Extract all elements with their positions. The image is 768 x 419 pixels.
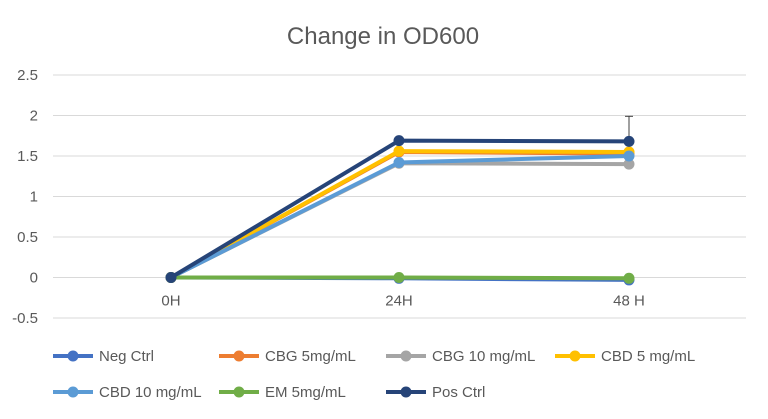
y-tick-label: 1 — [30, 189, 38, 206]
legend-marker — [400, 350, 412, 362]
legend-item: CBG 10 mg/mL — [386, 348, 535, 365]
series-lines — [165, 115, 635, 286]
legend-item: Neg Ctrl — [53, 348, 154, 365]
y-tick-label: 2 — [30, 108, 38, 125]
legend-item: EM 5mg/mL — [219, 384, 346, 401]
x-axis-ticks: 0H 24H 48 H — [161, 293, 644, 310]
y-tick-label: 0 — [30, 270, 38, 287]
x-tick-label: 24H — [385, 293, 413, 310]
x-tick-label: 0H — [161, 293, 180, 310]
y-tick-label: 2.5 — [17, 67, 38, 84]
data-point — [623, 272, 635, 284]
legend-marker — [67, 350, 79, 362]
series-line — [170, 149, 630, 280]
legend-item: CBD 5 mg/mL — [555, 348, 695, 365]
legend-marker — [233, 350, 245, 362]
series-line — [170, 161, 630, 280]
legend: Neg Ctrl CBG 5mg/mL CBG 10 mg/mL CBD 5 mg/m… — [53, 348, 695, 401]
data-point — [623, 158, 635, 170]
data-point — [393, 272, 405, 283]
legend-marker — [233, 386, 245, 398]
data-point — [393, 145, 405, 157]
chart-title: Change in OD600 — [287, 23, 479, 50]
y-axis-ticks: 2.5 2 1.5 1 0.5 0 -0.5 — [12, 67, 38, 327]
legend-label: Pos Ctrl — [432, 384, 485, 401]
x-tick-label: 48 H — [613, 293, 645, 310]
series — [165, 157, 635, 283]
legend-marker — [400, 386, 412, 398]
legend-label: EM 5mg/mL — [265, 384, 346, 401]
data-point — [623, 150, 635, 162]
legend-label: CBG 5mg/mL — [265, 348, 356, 365]
legend-label: CBG 10 mg/mL — [432, 348, 535, 365]
legend-marker — [569, 350, 581, 362]
legend-label: CBD 10 mg/mL — [99, 384, 202, 401]
legend-item: Pos Ctrl — [386, 384, 485, 401]
legend-marker — [67, 386, 79, 398]
legend-label: Neg Ctrl — [99, 348, 154, 365]
data-point — [623, 135, 635, 147]
legend-item: CBD 10 mg/mL — [53, 384, 202, 401]
legend-label: CBD 5 mg/mL — [601, 348, 695, 365]
series — [165, 150, 635, 283]
series — [165, 272, 635, 284]
series-line — [170, 154, 630, 280]
series-line — [170, 149, 630, 280]
legend-item: CBG 5mg/mL — [219, 348, 356, 365]
data-point — [393, 156, 405, 168]
y-tick-label: 1.5 — [17, 148, 38, 165]
data-point — [393, 135, 405, 147]
series — [165, 115, 635, 283]
data-point — [165, 272, 177, 283]
y-tick-label: -0.5 — [12, 310, 38, 327]
y-tick-label: 0.5 — [17, 229, 38, 246]
